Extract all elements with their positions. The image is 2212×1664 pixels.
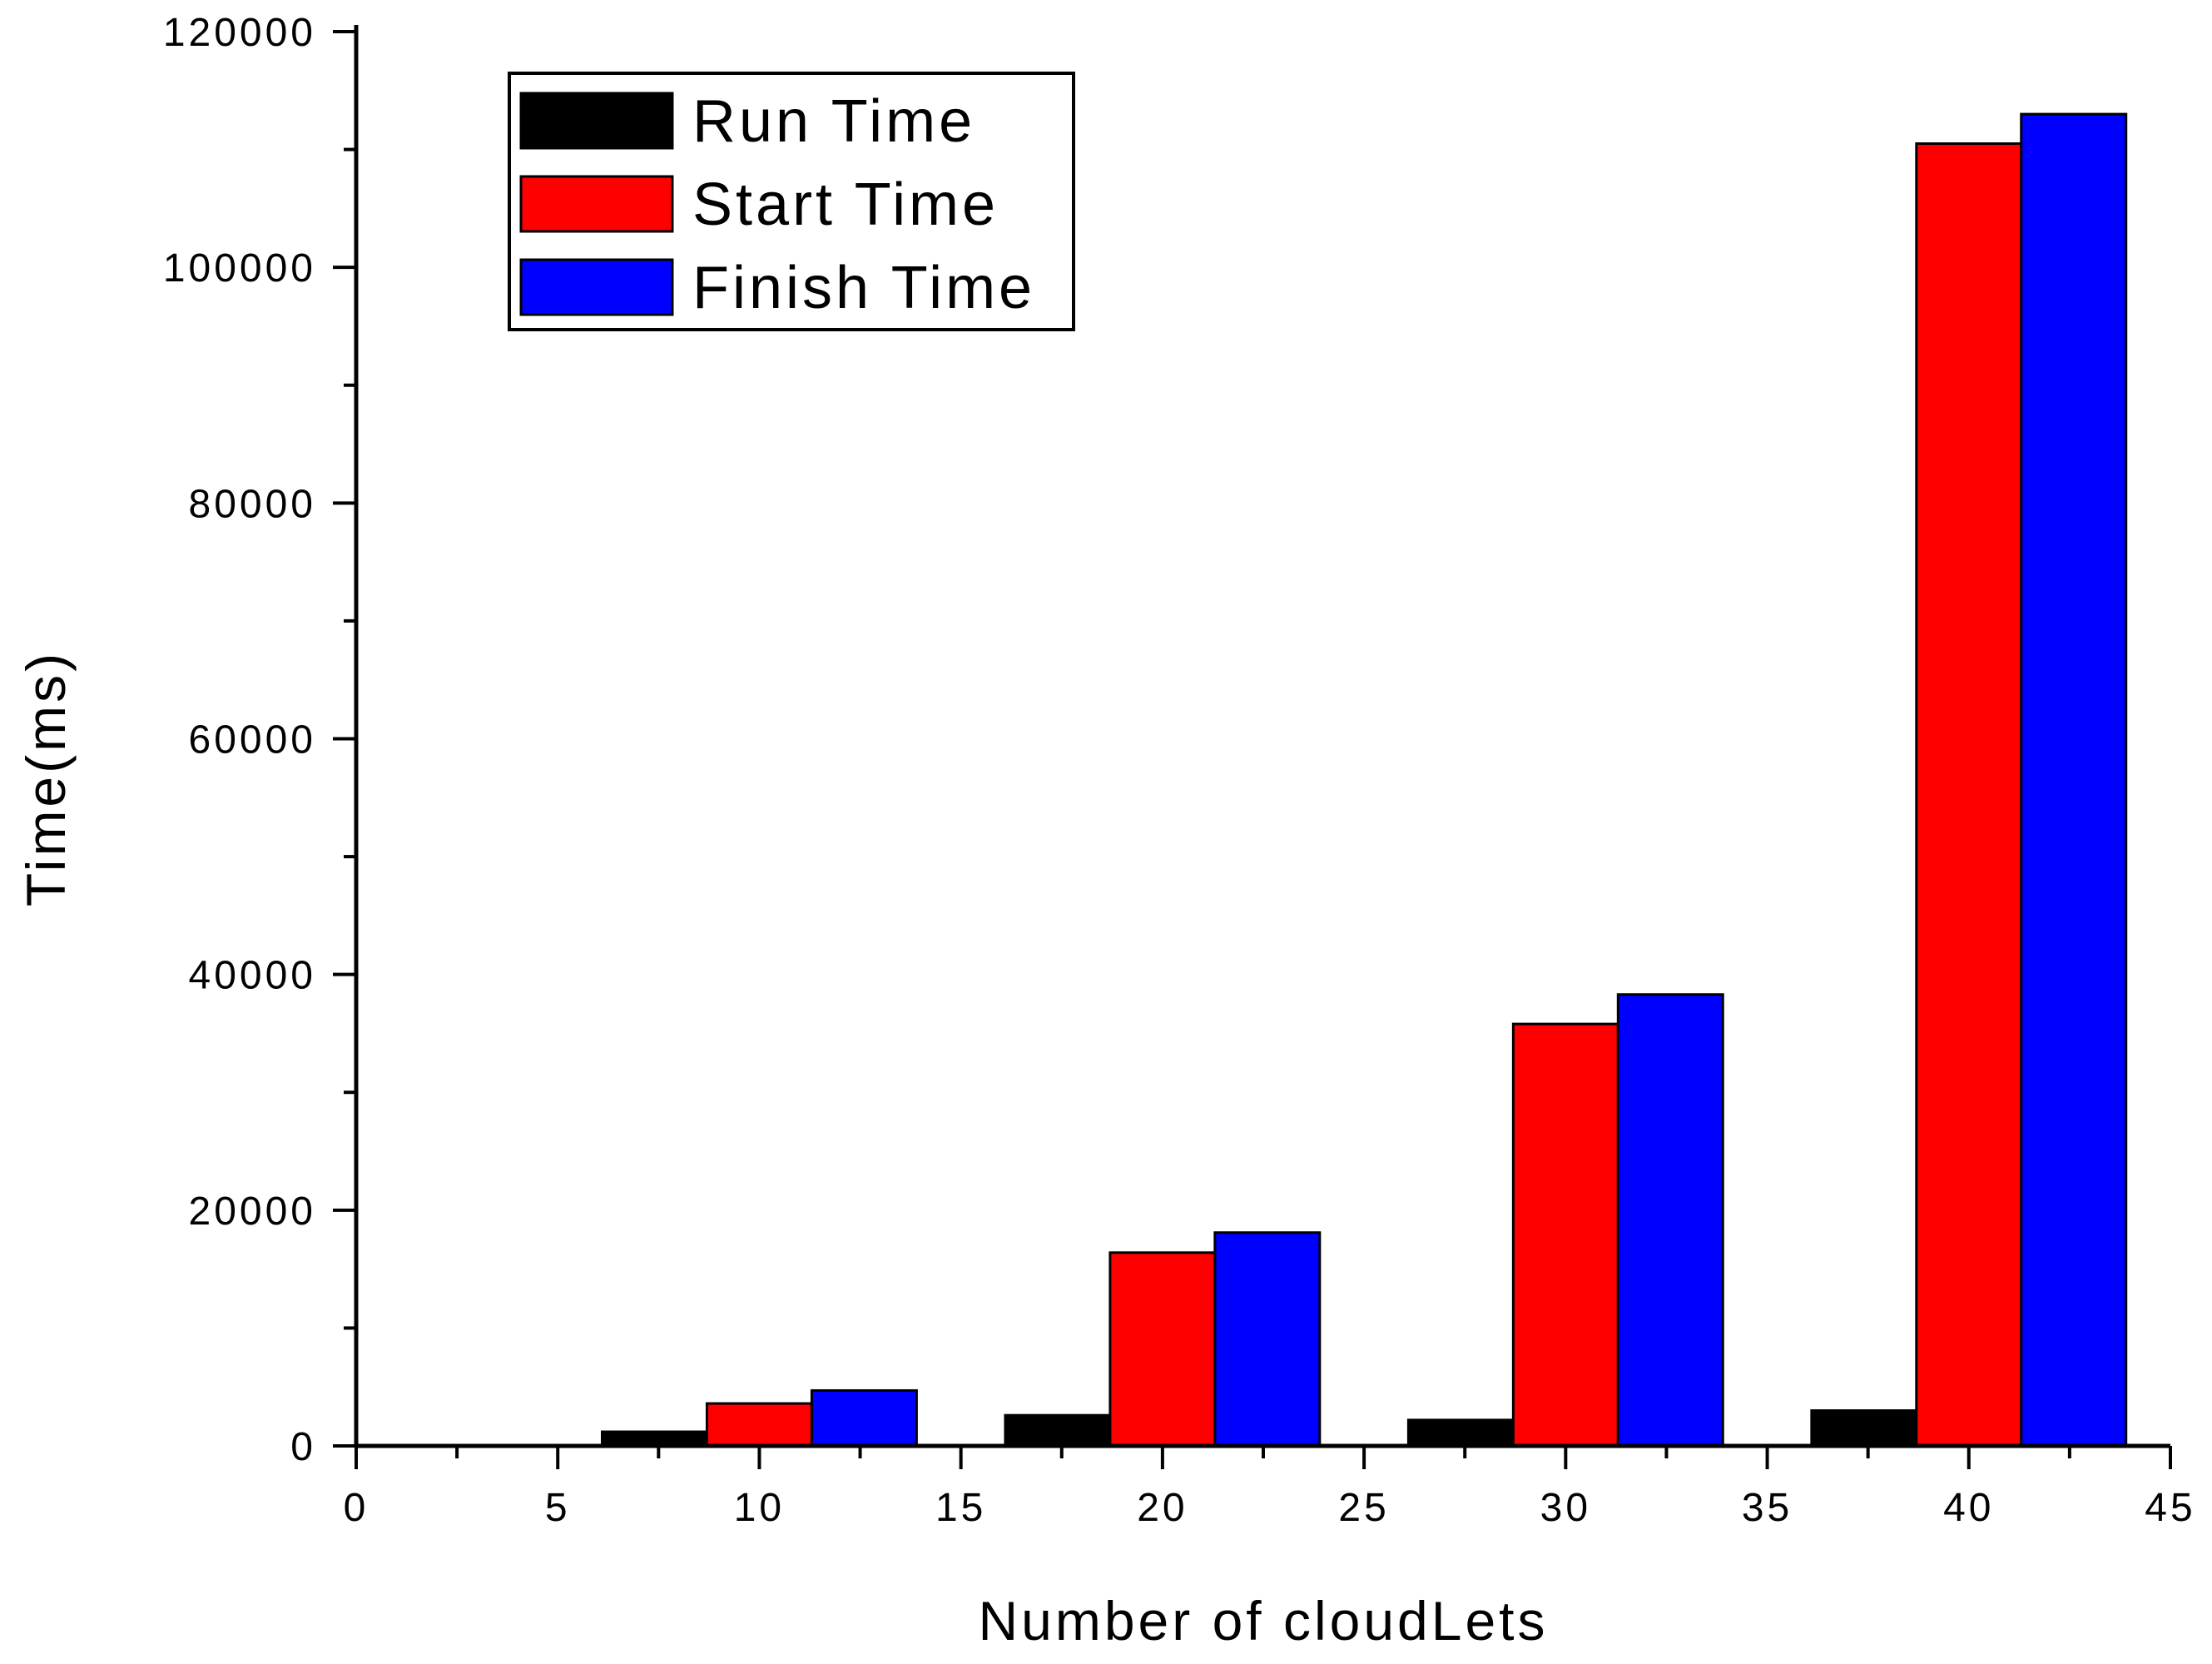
y-tick-label: 120000 [163,11,316,55]
legend-label-run-time: Run Time [692,88,975,155]
x-tick-label: 5 [545,1486,571,1530]
bar-start-time-30 [1511,1022,1619,1448]
legend-label-finish-time: Finish Time [692,255,1035,321]
legend-swatch-run-time [519,92,674,150]
x-tick-label: 45 [2145,1486,2195,1530]
axes-layer: 0 20000 40000 60000 80000 100000 120000 0 5 10 15 2… [163,11,2195,1530]
x-axis-title: Number of cloudLets [979,1590,1549,1652]
x-tick-label: 40 [1943,1486,1994,1530]
y-tick-label: 0 [290,1425,316,1469]
y-tick-label: 100000 [163,246,316,291]
y-tick-label: 20000 [189,1190,316,1234]
y-tick-label: 60000 [189,718,316,762]
bar-run-time-30 [1406,1418,1515,1448]
x-tick-label: 35 [1742,1486,1793,1530]
y-tick-label: 40000 [189,954,316,998]
bar-start-time-20 [1108,1251,1217,1448]
bar-run-time-10 [601,1430,708,1448]
x-tick-label: 10 [734,1486,785,1530]
legend-label-start-time: Start Time [692,171,999,238]
x-tick-label: 15 [935,1486,986,1530]
legend: Run Time Start Time Finish Time [508,72,1075,331]
y-axis-title: Time(ms) [15,650,77,907]
legend-swatch-finish-time [519,258,674,316]
bar-finish-time-30 [1616,993,1724,1448]
x-tick-label: 20 [1137,1486,1188,1530]
bar-finish-time-40 [2020,112,2128,1448]
bar-start-time-40 [1915,142,2023,1448]
bar-start-time-10 [705,1402,813,1448]
legend-swatch-start-time [519,175,674,233]
bars-layer [601,112,2128,1448]
bar-run-time-20 [1004,1413,1112,1448]
x-tick-label: 0 [344,1486,369,1530]
x-tick-label: 30 [1540,1486,1591,1530]
bar-finish-time-10 [810,1388,918,1448]
x-tick-label: 25 [1338,1486,1389,1530]
bar-finish-time-20 [1213,1231,1322,1448]
bar-run-time-40 [1810,1409,1918,1448]
y-tick-label: 80000 [189,482,316,526]
